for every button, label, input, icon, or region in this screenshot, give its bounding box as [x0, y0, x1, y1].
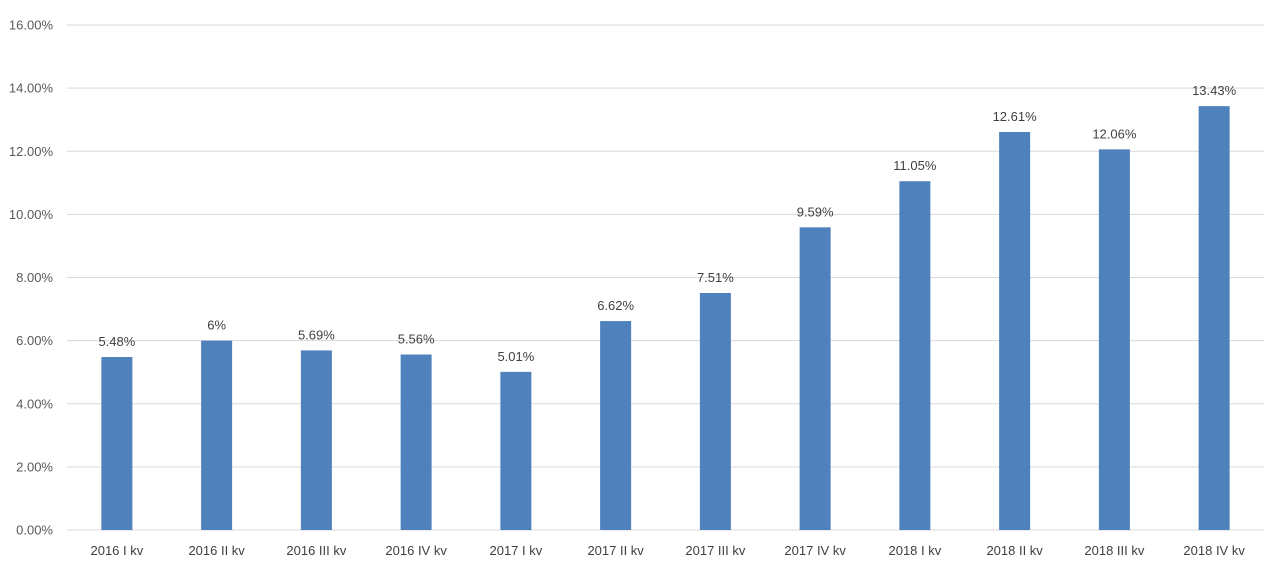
x-tick-label: 2017 I kv: [489, 543, 542, 558]
y-tick-label: 16.00%: [9, 18, 54, 33]
bar: [699, 292, 731, 530]
data-label: 9.59%: [797, 204, 834, 219]
x-tick-label: 2016 I kv: [90, 543, 143, 558]
x-tick-label: 2018 II kv: [986, 543, 1043, 558]
y-tick-label: 6.00%: [16, 333, 53, 348]
bar: [1198, 106, 1230, 530]
x-tick-label: 2018 III kv: [1084, 543, 1144, 558]
bar: [999, 131, 1031, 530]
data-label: 12.61%: [993, 109, 1038, 124]
data-label: 5.48%: [98, 334, 135, 349]
y-tick-label: 0.00%: [16, 523, 53, 538]
y-tick-label: 14.00%: [9, 81, 54, 96]
data-label: 5.69%: [298, 327, 335, 342]
x-tick-label: 2017 III kv: [685, 543, 745, 558]
data-label: 6.62%: [597, 298, 634, 313]
data-label: 13.43%: [1192, 83, 1237, 98]
y-tick-label: 10.00%: [9, 207, 54, 222]
bar: [899, 181, 931, 530]
x-tick-label: 2018 I kv: [888, 543, 941, 558]
bar: [300, 350, 332, 530]
x-tick-label: 2016 IV kv: [385, 543, 447, 558]
bar: [500, 371, 532, 530]
gridlines: [67, 24, 1264, 531]
data-label: 5.01%: [497, 349, 534, 364]
data-label: 7.51%: [697, 270, 734, 285]
x-tick-label: 2017 II kv: [587, 543, 644, 558]
x-tick-label: 2016 III kv: [286, 543, 346, 558]
x-tick-label: 2018 IV kv: [1183, 543, 1245, 558]
y-tick-label: 8.00%: [16, 270, 53, 285]
bar: [1098, 149, 1130, 530]
bar: [201, 340, 233, 530]
y-tick-label: 4.00%: [16, 396, 53, 411]
data-label: 5.56%: [398, 332, 435, 347]
bar: [400, 354, 432, 530]
bars: [101, 106, 1230, 531]
x-tick-label: 2016 II kv: [188, 543, 245, 558]
bar: [600, 321, 632, 530]
y-tick-label: 12.00%: [9, 144, 54, 159]
y-tick-label: 2.00%: [16, 459, 53, 474]
data-label: 11.05%: [893, 158, 937, 173]
x-tick-label: 2017 IV kv: [784, 543, 846, 558]
x-axis-tick-labels: 2016 I kv 2016 II kv 2016 III kv 2016 IV kv…: [90, 543, 1245, 558]
bar: [101, 357, 133, 530]
y-axis-tick-labels: 0.00% 2.00% 4.00% 6.00% 8.00% 10.00% 12.00% 14.…: [9, 18, 54, 538]
data-labels: 5.48% 6% 5.69% 5.56% 5.01% 6.62% 7.51% 9.59% 11.…: [98, 83, 1236, 364]
bar: [799, 227, 831, 531]
data-label: 6%: [207, 318, 226, 333]
data-label: 12.06%: [1092, 126, 1137, 141]
